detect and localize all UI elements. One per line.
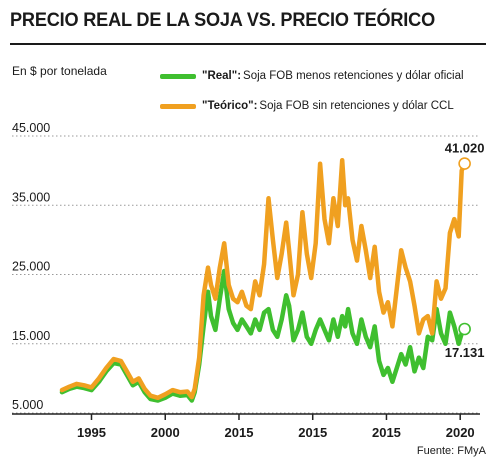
x-tick-label: 1995	[77, 425, 106, 440]
y-tick-label: 5.000	[12, 398, 43, 412]
y-tick-label: 15.000	[12, 329, 50, 343]
y-tick-label: 25.000	[12, 260, 50, 274]
x-tick-label: 2015	[372, 425, 401, 440]
value-label-teorico: 41.020	[445, 141, 485, 156]
legend-swatch-teorico	[160, 103, 196, 109]
y-tick-label: 45.000	[12, 121, 50, 135]
x-tick-label: 2015	[225, 425, 254, 440]
legend-text-real: Soja FOB menos retenciones y dólar ofici…	[243, 70, 464, 82]
chart-title: PRECIO REAL DE LA SOJA VS. PRECIO TEÓRIC…	[10, 9, 435, 31]
title-divider	[10, 43, 486, 45]
legend-item-teorico: "Teórico": Soja FOB sin retenciones y dó…	[160, 98, 464, 114]
legend-item-real: "Real": Soja FOB menos retenciones y dól…	[160, 68, 464, 84]
chart-title-wrap: PRECIO REAL DE LA SOJA VS. PRECIO TEÓRIC…	[10, 6, 486, 34]
end-marker-real	[458, 322, 471, 336]
legend-key-teorico: "Teórico":	[202, 100, 258, 112]
x-tick-label: 2015	[298, 425, 327, 440]
end-marker-teorico	[458, 157, 471, 170]
series-line-teorico	[59, 157, 467, 401]
y-tick-label: 35.000	[12, 190, 50, 204]
y-axis-unit-label: En $ por tonelada	[12, 64, 107, 78]
x-tick-label: 2000	[151, 425, 180, 440]
series-line-real	[59, 268, 467, 403]
legend-text-teorico: Soja FOB sin retenciones y dólar CCL	[259, 100, 454, 112]
legend: "Real": Soja FOB menos retenciones y dól…	[160, 68, 464, 128]
x-tick-label: 2020	[446, 425, 475, 440]
source-note: Fuente: FMyA	[416, 445, 486, 457]
legend-key-real: "Real":	[202, 70, 242, 82]
value-label-real: 17.131	[445, 345, 485, 360]
legend-swatch-real	[160, 73, 196, 79]
